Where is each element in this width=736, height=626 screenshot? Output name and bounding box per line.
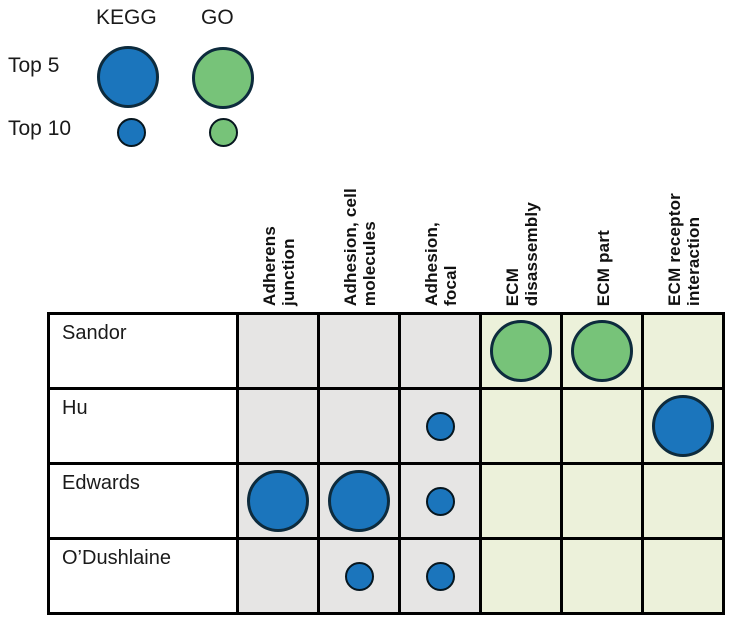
bubble-go-top5 bbox=[571, 320, 633, 382]
matrix-cell bbox=[239, 465, 317, 537]
matrix-cell bbox=[482, 315, 560, 387]
column-header-label: ECM part bbox=[593, 229, 613, 306]
legend-go-top5-bubble bbox=[192, 47, 254, 109]
matrix-cell bbox=[401, 540, 479, 612]
matrix-cell bbox=[239, 540, 317, 612]
bubble-kegg-top10 bbox=[344, 561, 374, 591]
matrix-cell bbox=[401, 315, 479, 387]
enrichment-matrix: Sandor Hu Edwards O’Dushlaine bbox=[47, 312, 725, 615]
column-header-label: Adhesion, cell molecules bbox=[341, 187, 380, 306]
bubble-kegg-top10 bbox=[425, 561, 455, 591]
row-label-sandor: Sandor bbox=[50, 315, 236, 387]
matrix-cell bbox=[320, 315, 398, 387]
bubble-kegg-top5 bbox=[652, 395, 714, 457]
matrix-cell bbox=[401, 390, 479, 462]
bubble-go-top5 bbox=[490, 320, 552, 382]
column-header-adherens-junction: Adherens junction bbox=[239, 150, 320, 306]
column-header-ecm-part: ECM part bbox=[563, 150, 644, 306]
bubble-kegg-top5 bbox=[328, 470, 390, 532]
column-header-label: Adherens junction bbox=[260, 225, 299, 306]
matrix-cell bbox=[482, 465, 560, 537]
matrix-cell bbox=[644, 315, 722, 387]
matrix-cell bbox=[563, 315, 641, 387]
matrix-cell bbox=[644, 540, 722, 612]
bubble-kegg-top5 bbox=[247, 470, 309, 532]
matrix-cell bbox=[644, 390, 722, 462]
legend-kegg-label: KEGG bbox=[96, 6, 157, 29]
column-header-adhesion-focal: Adhesion, focal bbox=[401, 150, 482, 306]
column-header-ecm-receptor-interaction: ECM receptor interaction bbox=[644, 150, 725, 306]
matrix-cell bbox=[563, 540, 641, 612]
row-label-edwards: Edwards bbox=[50, 465, 236, 537]
legend-go-label: GO bbox=[201, 6, 234, 29]
legend-top5-label: Top 5 bbox=[8, 54, 60, 77]
row-label-o-dushlaine: O’Dushlaine bbox=[50, 540, 236, 612]
legend-go-top10-bubble bbox=[209, 118, 238, 147]
bubble-kegg-top10 bbox=[425, 486, 455, 516]
column-header-label: ECM disassembly bbox=[503, 201, 542, 306]
legend-kegg-top10-bubble bbox=[117, 118, 146, 147]
matrix-cell bbox=[320, 465, 398, 537]
matrix-cell bbox=[563, 390, 641, 462]
bubble-kegg-top10 bbox=[425, 411, 455, 441]
column-header-label: ECM receptor interaction bbox=[665, 193, 704, 306]
row-label-hu: Hu bbox=[50, 390, 236, 462]
legend-top10-label: Top 10 bbox=[8, 117, 72, 140]
matrix-cell bbox=[239, 315, 317, 387]
matrix-cell bbox=[239, 390, 317, 462]
matrix-cell bbox=[644, 465, 722, 537]
matrix-cell bbox=[482, 390, 560, 462]
column-header-ecm-disassembly: ECM disassembly bbox=[482, 150, 563, 306]
matrix-cell bbox=[563, 465, 641, 537]
matrix-cell bbox=[320, 390, 398, 462]
legend-kegg-top5-bubble bbox=[97, 46, 159, 108]
matrix-cell bbox=[320, 540, 398, 612]
matrix-cell bbox=[482, 540, 560, 612]
matrix-cell bbox=[401, 465, 479, 537]
column-header-label: Adhesion, focal bbox=[422, 222, 461, 306]
column-header-adhesion-cell-molecules: Adhesion, cell molecules bbox=[320, 150, 401, 306]
